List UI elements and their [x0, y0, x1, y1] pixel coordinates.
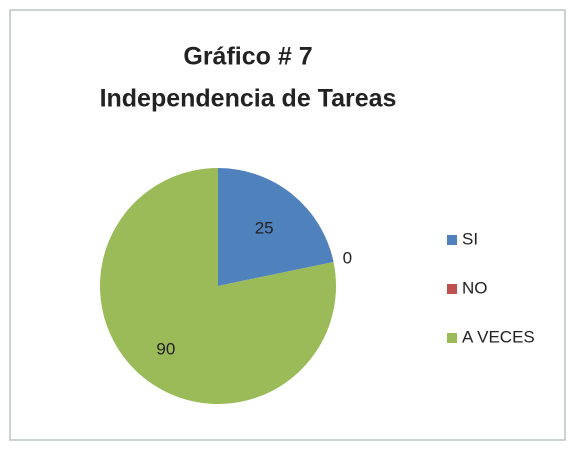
pie-slice — [100, 168, 336, 404]
pie-slice — [218, 168, 334, 286]
chart-title: Independencia de Tareas — [100, 85, 397, 113]
data-label: 25 — [255, 219, 274, 238]
chart-title: Gráfico # 7 — [183, 43, 312, 71]
data-label: 90 — [156, 340, 175, 359]
legend-label: SI — [462, 229, 478, 248]
legend-swatch — [447, 333, 457, 343]
legend-label: A VECES — [462, 327, 535, 346]
legend-swatch — [447, 284, 457, 294]
legend-label: NO — [462, 278, 488, 297]
legend-swatch — [447, 235, 457, 245]
data-label: 0 — [343, 249, 352, 268]
